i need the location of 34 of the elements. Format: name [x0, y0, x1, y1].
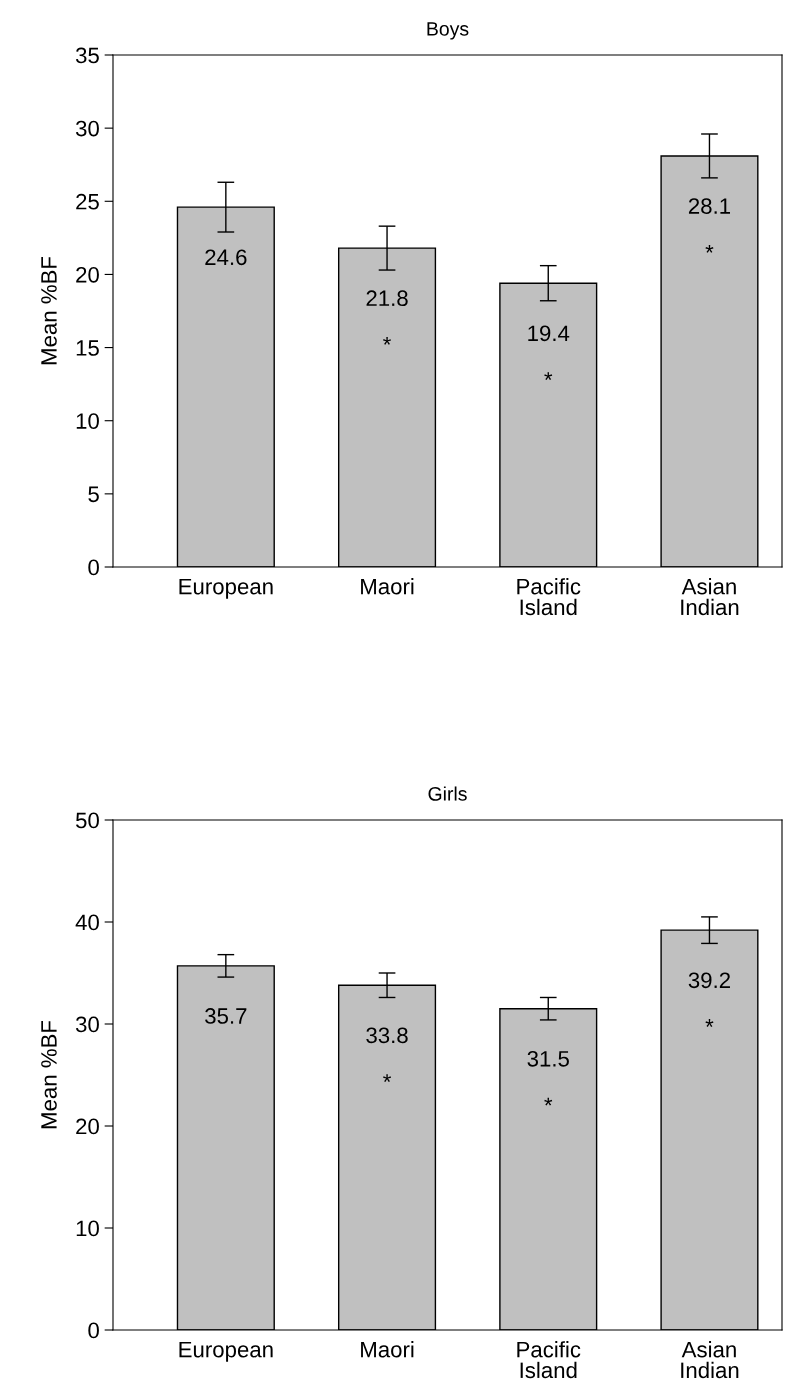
x-tick-label: Maori: [361, 1341, 414, 1358]
y-tick-label: 30: [75, 120, 99, 137]
chart-title: Boys: [427, 22, 469, 40]
y-tick-label: 0: [88, 559, 99, 576]
y-tick-label: 25: [76, 193, 99, 210]
text: 21.8 *: [366, 290, 408, 345]
y-tick-label: 10: [76, 413, 99, 429]
y-tick-label: 20: [76, 266, 99, 283]
y-tick-label: 15: [76, 340, 99, 356]
text: 28.1 *: [688, 198, 730, 253]
chart-title: Girls: [428, 786, 467, 801]
x-tick-label: Maori: [361, 578, 414, 595]
y-tick-label: 20: [76, 1118, 99, 1135]
y-tick-label: 30: [75, 1016, 99, 1033]
text: 19.4 *: [528, 325, 570, 380]
y-axis-title: Mean %BF: [41, 256, 57, 365]
x-tick-label: Pacific Island: [517, 1341, 581, 1379]
text: 33.8 *: [366, 1027, 408, 1083]
text: 39.2 *: [688, 972, 730, 1027]
y-tick-label: 40: [75, 914, 99, 931]
y-tick-label: 35: [75, 47, 99, 64]
y-tick-label: 5: [88, 486, 99, 503]
data-label: 35.7: [205, 1008, 247, 1024]
text: 31.5 *: [527, 1050, 569, 1106]
data-label: 24.6: [205, 249, 247, 266]
x-tick-label: European: [179, 1341, 273, 1362]
y-tick-label: 0: [88, 1322, 99, 1339]
x-tick-label: Asian Indian: [681, 1341, 739, 1379]
x-tick-label: European: [179, 578, 273, 599]
x-tick-label: Pacific Island: [517, 578, 581, 616]
y-axis-title: Mean %BF: [41, 1020, 57, 1129]
x-tick-label: Asian Indian: [681, 578, 739, 616]
y-tick-label: 50: [75, 812, 99, 829]
y-tick-label: 10: [76, 1220, 99, 1237]
